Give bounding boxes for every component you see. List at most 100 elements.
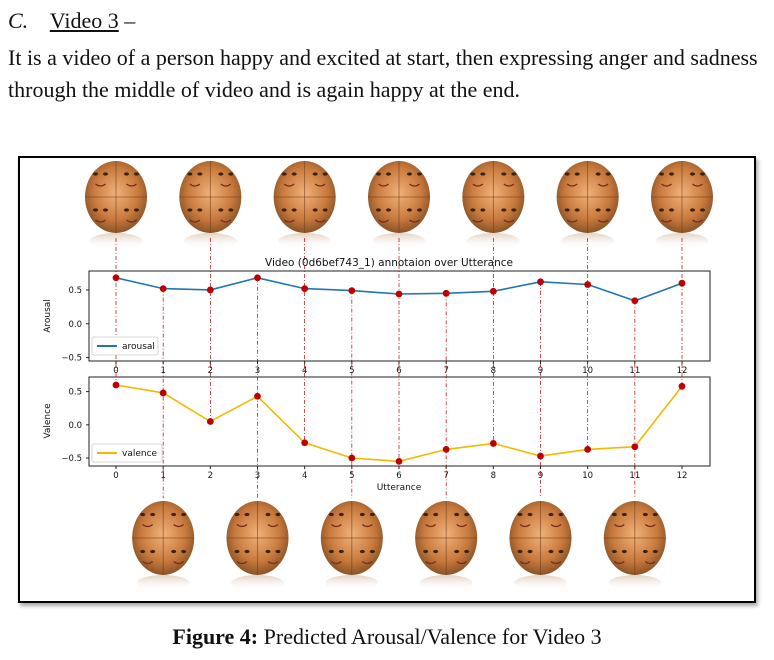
ytick-label: 0.5 bbox=[68, 388, 82, 398]
valence-point bbox=[631, 443, 639, 451]
face-thumbnail bbox=[226, 501, 289, 591]
face-eye bbox=[103, 172, 108, 176]
xtick-label: 10 bbox=[582, 366, 593, 376]
face-eye bbox=[228, 208, 234, 212]
face-eye bbox=[511, 172, 517, 176]
xtick-label: 11 bbox=[629, 366, 640, 376]
face-mouth bbox=[456, 524, 468, 528]
arousal-point bbox=[206, 286, 214, 294]
face-eye bbox=[171, 549, 177, 554]
face-eye bbox=[595, 208, 601, 212]
face-eye bbox=[234, 512, 240, 517]
face-eye bbox=[642, 512, 648, 517]
xtick-label: 12 bbox=[677, 471, 688, 481]
face-eye bbox=[281, 208, 287, 212]
valence-point bbox=[395, 457, 403, 465]
face-eye bbox=[265, 549, 271, 554]
face-eye bbox=[187, 172, 193, 176]
xtick-label: 11 bbox=[629, 471, 640, 481]
face-eye bbox=[376, 208, 381, 212]
face-eye bbox=[103, 208, 108, 212]
face-mouth bbox=[189, 183, 201, 187]
caption-text: Predicted Arousal/Valence for Video 3 bbox=[263, 624, 602, 649]
face-thumbnail bbox=[320, 501, 383, 591]
face-mouth bbox=[378, 183, 389, 187]
face-eye bbox=[501, 208, 507, 212]
face-eye bbox=[187, 208, 193, 212]
xtick-label: 0 bbox=[113, 471, 118, 481]
valence-panel-frame bbox=[88, 376, 711, 467]
face-eye bbox=[433, 549, 439, 554]
face-eye bbox=[407, 208, 412, 212]
face-eye bbox=[369, 549, 375, 554]
xtick-label: 10 bbox=[582, 471, 593, 481]
valence-legend-label: valence bbox=[122, 449, 158, 459]
face-thumbnail bbox=[651, 161, 713, 249]
face-mouth bbox=[142, 524, 154, 528]
section-dash: – bbox=[124, 8, 136, 33]
valence-legend: valence bbox=[91, 443, 163, 463]
arousal-point bbox=[301, 285, 309, 292]
face-mouth bbox=[95, 219, 106, 223]
valence-point bbox=[112, 381, 120, 389]
ytick-label: 0.0 bbox=[68, 320, 82, 330]
face-mouth bbox=[456, 561, 468, 565]
face-eye bbox=[433, 512, 439, 517]
face-mouth bbox=[283, 219, 295, 223]
xtick-label: 5 bbox=[349, 471, 354, 481]
face-eye bbox=[407, 172, 412, 176]
face-eye bbox=[527, 512, 533, 517]
face-eye bbox=[642, 549, 648, 554]
face-eye bbox=[328, 549, 334, 554]
face-mouth bbox=[692, 183, 703, 187]
face-eye bbox=[124, 172, 129, 176]
face-mouth bbox=[314, 219, 326, 223]
xtick-label: 7 bbox=[443, 471, 448, 481]
face-eye bbox=[181, 549, 187, 554]
face-eye bbox=[322, 172, 328, 176]
face-eye bbox=[454, 512, 460, 517]
face-mouth bbox=[644, 561, 656, 565]
face-eye bbox=[265, 512, 271, 517]
face-eye bbox=[134, 208, 139, 212]
xtick-label: 8 bbox=[491, 366, 496, 376]
face-eye bbox=[652, 549, 658, 554]
face-eye bbox=[275, 512, 281, 517]
face-eye bbox=[464, 512, 470, 517]
face-mouth bbox=[503, 219, 515, 223]
face-eye bbox=[611, 549, 617, 554]
valence-point bbox=[489, 440, 497, 447]
face-mouth bbox=[409, 219, 420, 223]
section-title: Video 3 bbox=[49, 8, 119, 33]
arousal-point bbox=[678, 279, 686, 287]
face-eye bbox=[652, 512, 658, 517]
face-mouth bbox=[597, 183, 609, 187]
face-mouth bbox=[613, 524, 625, 528]
arousal-point bbox=[631, 297, 639, 305]
valence-point bbox=[254, 392, 261, 400]
face-eye bbox=[291, 208, 297, 212]
face-mouth bbox=[661, 183, 672, 187]
face-mouth bbox=[519, 524, 531, 528]
face-thumbnail bbox=[368, 161, 430, 249]
xtick-label: 3 bbox=[255, 366, 260, 376]
caption-label: Figure 4: bbox=[172, 624, 259, 649]
face-eye bbox=[480, 172, 486, 176]
valence-point bbox=[584, 445, 592, 453]
face-eye bbox=[548, 512, 554, 517]
face-mouth bbox=[597, 219, 609, 223]
arousal-point bbox=[489, 287, 497, 295]
face-reflection bbox=[325, 575, 379, 591]
valence-point bbox=[348, 454, 356, 462]
face-mouth bbox=[267, 524, 279, 528]
face-thumbnail bbox=[85, 161, 147, 249]
valence-point bbox=[206, 418, 214, 425]
face-mouth bbox=[425, 561, 437, 565]
face-eye bbox=[564, 172, 570, 176]
face-thumbnail bbox=[509, 501, 572, 591]
face-mouth bbox=[613, 561, 625, 565]
arousal-point bbox=[395, 290, 403, 298]
section-letter: C. bbox=[8, 8, 29, 33]
face-eye bbox=[338, 549, 344, 554]
face-eye bbox=[134, 172, 139, 176]
